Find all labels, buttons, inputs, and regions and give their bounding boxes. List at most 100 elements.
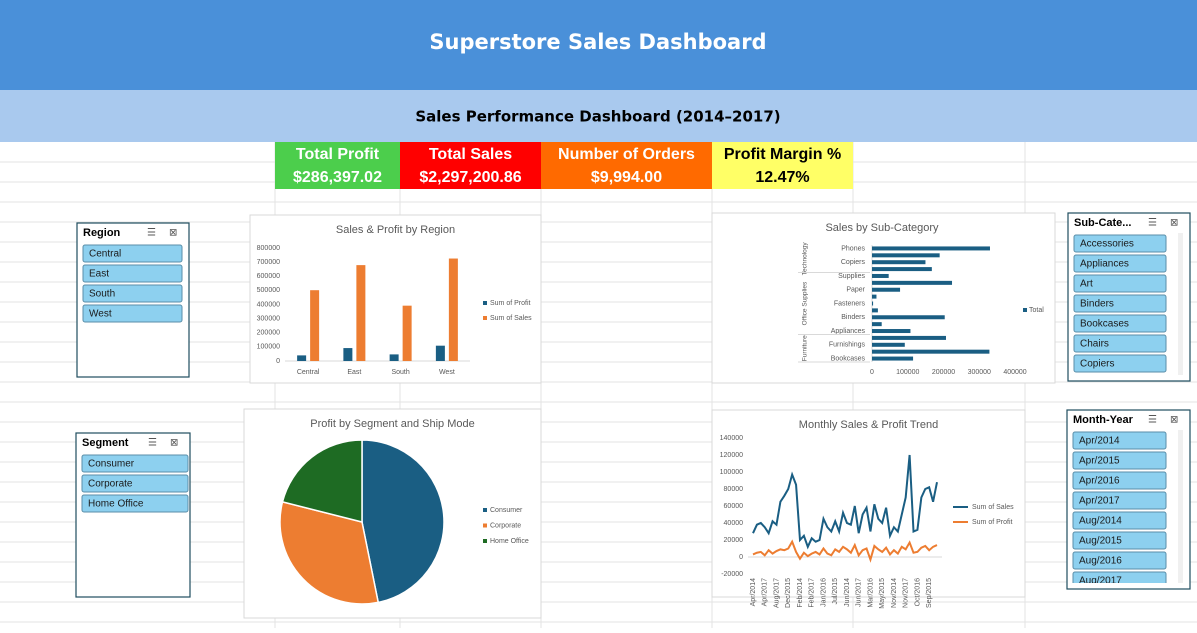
pie-slice	[279, 500, 380, 605]
slicer-item-label: Consumer	[88, 459, 135, 470]
slicer-item-label: South	[89, 289, 115, 300]
bar	[872, 294, 877, 299]
slicer-icon: ☰	[148, 438, 157, 449]
slicer-item-label: Accessories	[1080, 239, 1134, 250]
bar	[872, 287, 901, 292]
y-tick-label: 700000	[257, 259, 280, 266]
slicer-button[interactable]	[81, 494, 189, 513]
legend-swatch	[483, 316, 487, 320]
slicer-button[interactable]	[81, 454, 189, 473]
x-tick-label: 200000	[932, 369, 955, 376]
slicer-item-label: Apr/2015	[1079, 456, 1120, 467]
y-tick-label: Phones	[841, 245, 865, 252]
subheader-band	[0, 90, 1197, 142]
slicer-items: Apr/2014 Apr/2015 Apr/2016 Apr/2017 Aug/2014…	[1072, 431, 1167, 589]
slicer-button[interactable]	[1073, 254, 1167, 273]
x-tick-label: Oct/2016	[914, 578, 921, 607]
slicer-icon: ☰	[1148, 218, 1157, 229]
slicer-button[interactable]	[1072, 471, 1167, 490]
slicer-button[interactable]	[1073, 334, 1167, 353]
slicer-icon: ⊠	[1170, 218, 1178, 229]
y-tick-label: Furnishings	[829, 342, 866, 349]
pie-slice	[281, 439, 363, 523]
slicer-button[interactable]	[1072, 571, 1167, 589]
legend-label: Sum of Sales	[490, 315, 532, 322]
y-tick-label: Copiers	[841, 259, 866, 266]
x-tick-label: Mar/2016	[867, 578, 874, 608]
header-band	[0, 0, 1197, 90]
kpi-card	[400, 142, 541, 189]
chart-title: Monthly Sales & Profit Trend	[799, 419, 938, 431]
slicer-icon: ⊠	[170, 438, 178, 449]
slicer-button[interactable]	[82, 264, 183, 283]
slicer-item-label: Aug/2016	[1079, 556, 1122, 567]
slicer-button[interactable]	[1073, 314, 1167, 333]
slicer-button[interactable]	[1072, 551, 1167, 570]
bar	[872, 246, 990, 251]
slicer-button[interactable]	[82, 284, 183, 303]
slicer-button[interactable]	[1073, 294, 1167, 313]
x-tick-label: 0	[870, 369, 874, 376]
slicer-button[interactable]	[82, 244, 183, 263]
legend-swatch	[483, 539, 487, 543]
bar	[872, 329, 911, 334]
slicer-button[interactable]	[1072, 451, 1167, 470]
slicer-icon: ☰	[147, 228, 156, 239]
x-tick-label: Central	[297, 369, 320, 376]
legend-label: Total	[1029, 307, 1044, 314]
slicer-item-label: Art	[1080, 279, 1093, 290]
slicer-item-label: Appliances	[1080, 259, 1129, 270]
slicer-item-label: West	[89, 309, 112, 320]
slicer-button[interactable]	[1072, 531, 1167, 550]
slicer-item-label: Apr/2017	[1079, 496, 1120, 507]
x-tick-label: Jul/2015	[832, 578, 839, 605]
legend-label: Corporate	[490, 522, 521, 529]
group-label: Furniture	[802, 335, 809, 361]
kpi-label: Number of Orders	[558, 146, 695, 163]
bar	[872, 349, 990, 354]
chart-title: Sales & Profit by Region	[336, 224, 455, 236]
bar	[872, 253, 940, 258]
x-tick-label: Jun/2017	[856, 578, 863, 607]
bar	[872, 322, 882, 327]
x-tick-label: South	[391, 369, 409, 376]
kpi-label: Total Profit	[296, 146, 380, 163]
legend-swatch	[483, 508, 487, 512]
x-tick-label: Dec/2015	[785, 578, 792, 608]
kpi-value: 12.47%	[755, 169, 809, 186]
bar	[402, 305, 412, 361]
bar	[872, 267, 932, 272]
y-tick-label: Binders	[841, 314, 865, 321]
slicer-button[interactable]	[1072, 431, 1167, 450]
bar	[389, 354, 399, 361]
group-label: Technology	[802, 242, 809, 276]
slicer-button[interactable]	[81, 474, 189, 493]
x-tick-label: Feb/2017	[809, 578, 816, 608]
y-tick-label: Bookcases	[831, 355, 866, 362]
slicer-button[interactable]	[1073, 354, 1167, 373]
slicer-title: Month-Year	[1073, 414, 1134, 426]
y-tick-label: 140000	[720, 435, 743, 442]
slicer-item-label: Apr/2014	[1079, 436, 1120, 447]
y-tick-label: 60000	[724, 503, 744, 510]
slicer-items: Accessories Appliances Art Binders Bookcases…	[1073, 234, 1167, 373]
slicer-item-label: East	[89, 269, 109, 280]
slicer-item-label: Chairs	[1080, 339, 1109, 350]
slicer-item-label: Bookcases	[1080, 319, 1129, 330]
chart-frame	[711, 409, 1026, 598]
bar	[872, 356, 914, 361]
slicer-button[interactable]	[1073, 274, 1167, 293]
slicer-button[interactable]	[1073, 234, 1167, 253]
y-tick-label: 120000	[720, 452, 743, 459]
slicer-button[interactable]	[1072, 491, 1167, 510]
y-tick-label: 80000	[724, 486, 744, 493]
chart-title: Profit by Segment and Ship Mode	[310, 418, 474, 430]
bar	[872, 315, 945, 320]
slicer-button[interactable]	[82, 304, 183, 323]
slicer-item-label: Central	[89, 249, 121, 260]
x-tick-label: West	[439, 369, 455, 376]
x-tick-label: Jan/2016	[820, 578, 827, 607]
x-tick-label: Jun/2014	[844, 578, 851, 607]
slicer-button[interactable]	[1072, 511, 1167, 530]
x-tick-label: Aug/2017	[773, 578, 780, 608]
